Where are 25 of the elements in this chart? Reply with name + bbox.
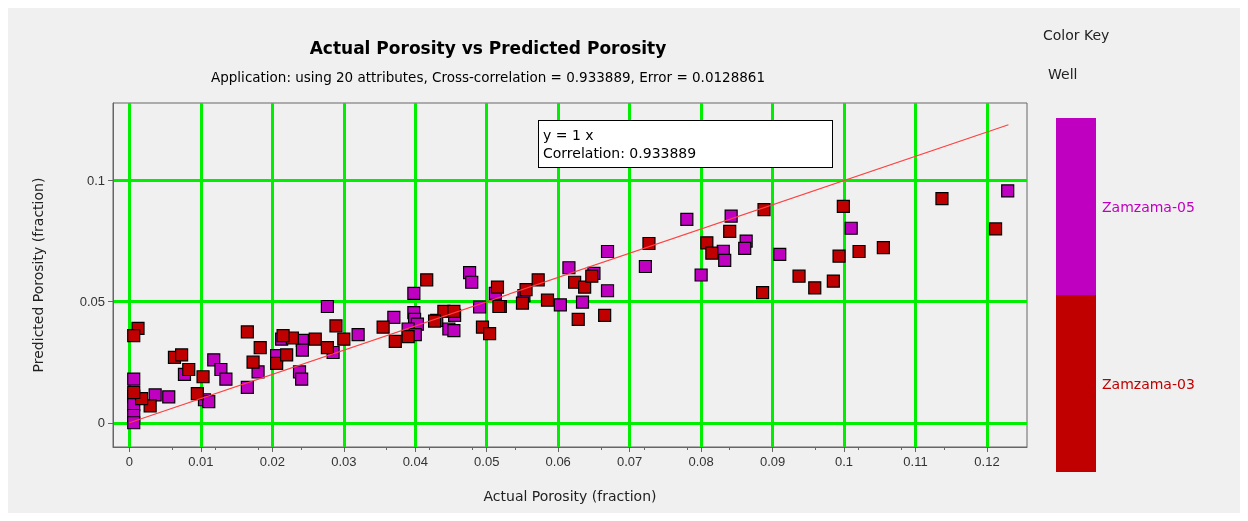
x-tick-label: 0.05	[474, 454, 500, 469]
x-tick-label: 0.11	[903, 454, 928, 469]
x-tick-label: 0.03	[331, 454, 357, 469]
y-tick-label: 0	[97, 415, 105, 431]
chart-subtitle: Application: using 20 attributes, Cross-correlation = 0.933889, Error = 0.0128861	[210, 69, 766, 85]
x-tick-label: 0.12	[974, 454, 1000, 469]
x-tick-label: 0.06	[545, 454, 571, 469]
x-tick-label: 0.04	[402, 454, 428, 469]
text: Zamzama-03	[1102, 375, 1195, 392]
x-tick-label: 0.01	[188, 454, 214, 469]
chart-title: Actual Porosity vs Predicted Porosity	[309, 37, 667, 58]
legend-title: Well	[1048, 66, 1079, 82]
y-tick-label: 0.05	[79, 294, 105, 310]
x-tick-label: 0	[125, 454, 134, 469]
x-tick-label: 0.1	[835, 454, 854, 469]
y-tick-label: 0.1	[86, 173, 105, 189]
x-tick-label: 0.09	[759, 454, 786, 469]
x-tick-label: 0.02	[259, 454, 286, 469]
text-callout: y = 1 x Correlation: 0.933889	[538, 120, 833, 168]
text: Color Key	[1043, 27, 1110, 43]
x-axis-title: Actual Porosity (fraction)	[483, 488, 657, 504]
text: Zamzama-05	[1102, 198, 1195, 215]
x-tick-label: 0.08	[688, 454, 714, 469]
x-tick-label: 0.07	[617, 454, 643, 469]
y-axis-title: Predicted Porosity (fraction)	[30, 177, 46, 373]
